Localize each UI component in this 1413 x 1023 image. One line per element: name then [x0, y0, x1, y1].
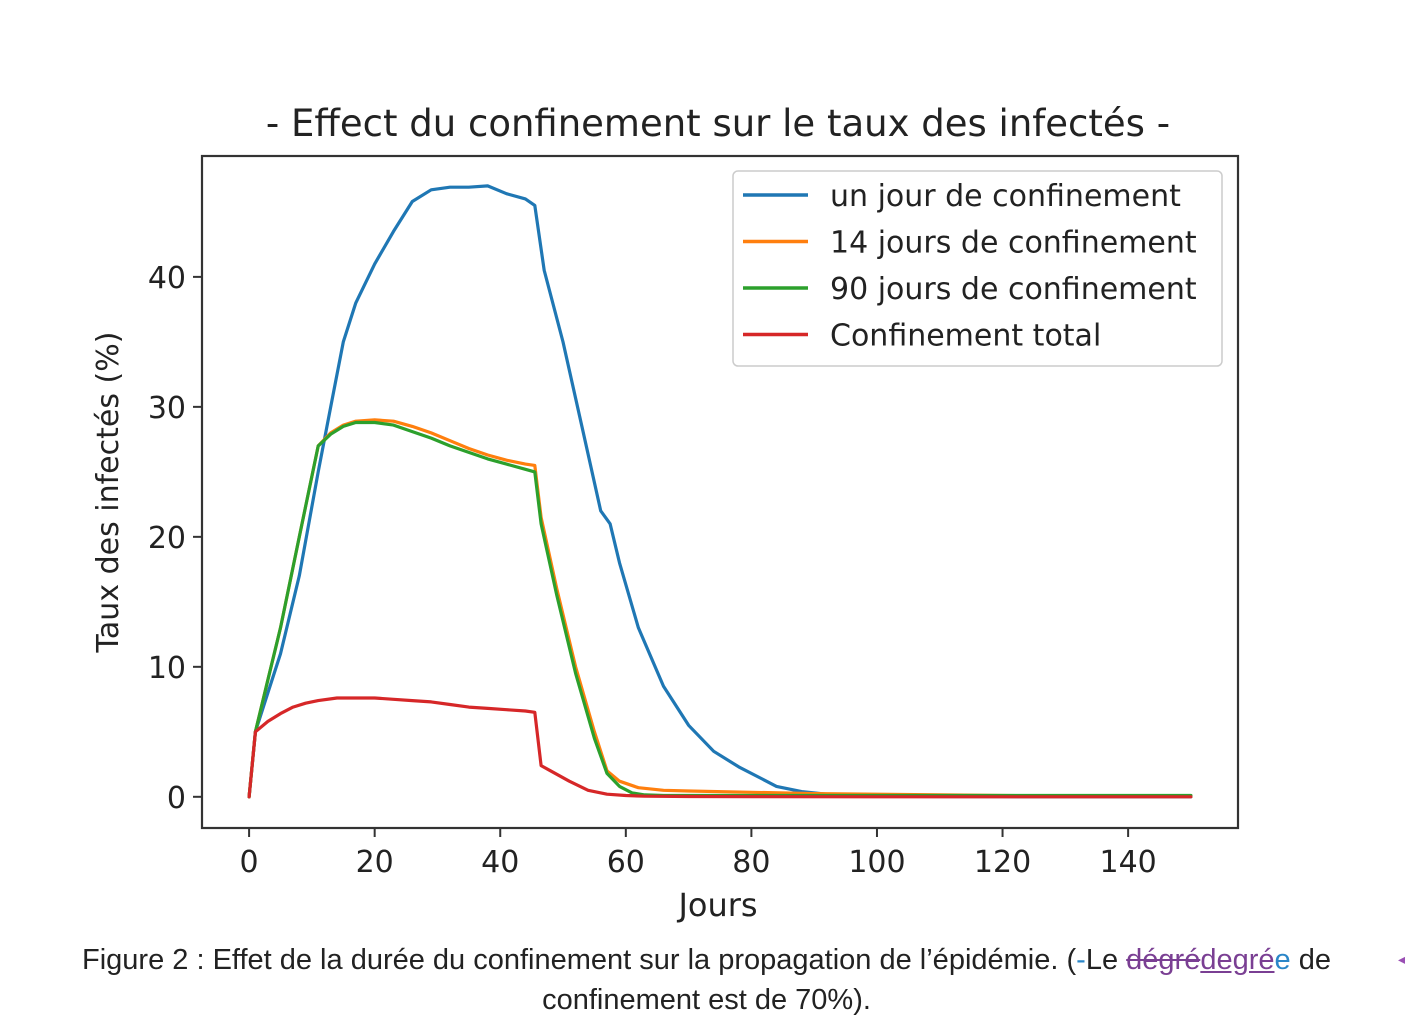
y-tick-label: 30: [148, 391, 186, 426]
legend-box: [732, 170, 1223, 367]
legend: un jour de confinement 14 jours de confin…: [732, 170, 1223, 367]
caption-line-1: Figure 2 : Effet de la durée du confinem…: [0, 940, 1413, 980]
x-tick-label: 140: [1099, 845, 1156, 880]
legend-label: 14 jours de confinement: [830, 226, 1197, 261]
x-axis-label: Jours: [676, 886, 757, 924]
y-tick-label: 20: [148, 521, 186, 556]
y-tick-label: 40: [148, 261, 186, 296]
caption-deleted-word: dégré: [1126, 944, 1201, 976]
x-tick-label: 40: [481, 845, 519, 880]
series-line-4: [247, 696, 1193, 799]
legend-label: un jour de confinement: [830, 179, 1181, 214]
chart: - Effect du confinement sur le taux des …: [91, 102, 1240, 924]
x-tick-label: 80: [732, 845, 770, 880]
legend-label: 90 jours de confinement: [830, 272, 1197, 307]
caption-inserted-word: degré: [1200, 944, 1275, 976]
axis-ticks: 0 20 40 60 80 100 120 140 0 10 20 30 40: [148, 261, 1157, 880]
y-tick-label: 10: [148, 651, 186, 686]
plot-frame: [200, 154, 1240, 830]
series-line-3: [247, 420, 1193, 799]
caption-text: Figure 2 : Effet de la durée du confinem…: [82, 944, 1077, 976]
legend-label: Confinement total: [830, 319, 1101, 354]
caption-line-2: confinement est de 70%).: [542, 984, 871, 1016]
series-line-2: [247, 418, 1193, 799]
x-tick-label: 20: [356, 845, 394, 880]
figure-caption: Figure 2 : Effet de la durée du confinem…: [0, 940, 1413, 1020]
caption-text-end: de: [1290, 944, 1331, 976]
comment-marker-icon[interactable]: ◂: [1398, 952, 1406, 968]
caption-text-le: Le: [1085, 944, 1127, 976]
x-tick-label: 100: [848, 845, 905, 880]
caption-inserted-letter: e: [1274, 944, 1291, 976]
x-tick-label: 60: [607, 845, 645, 880]
caption-inserted-dash: -: [1076, 944, 1086, 976]
x-tick-label: 120: [974, 845, 1031, 880]
y-tick-label: 0: [167, 781, 186, 816]
chart-title: - Effect du confinement sur le taux des …: [266, 102, 1170, 145]
y-axis-label: Taux des infectés (%): [91, 332, 126, 654]
x-tick-label: 0: [240, 845, 259, 880]
series-lines: [247, 184, 1193, 799]
